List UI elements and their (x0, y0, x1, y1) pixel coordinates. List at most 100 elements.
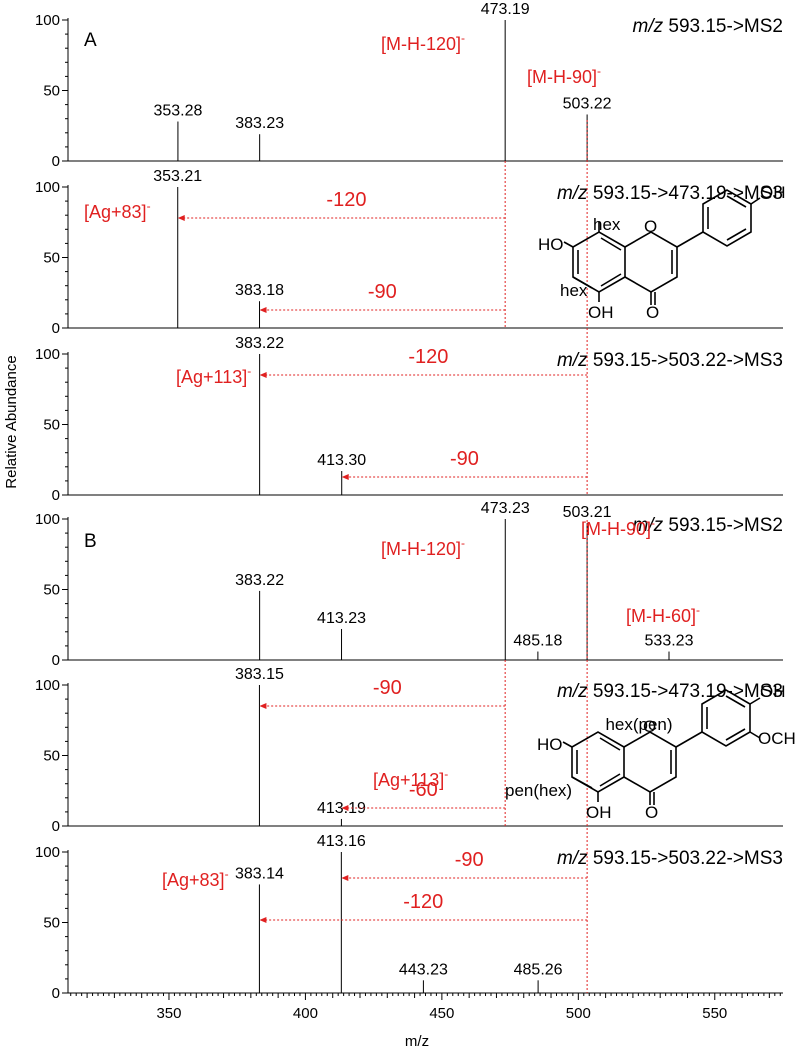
x-tick-label: 400 (293, 1005, 318, 1022)
x-tick-label: 350 (156, 1005, 181, 1022)
scan-title: m/z 593.15->503.22->MS3 (557, 350, 783, 371)
struct-b-labels: hex(pen) OH HO OCH3 pen(hex) OH O O (505, 682, 795, 822)
peak-label: 383.23 (235, 115, 284, 132)
x-axis-title: m/z (405, 1033, 429, 1050)
loss-label: -120 (403, 891, 443, 913)
peak-label: 503.22 (563, 95, 612, 112)
peak-label: 383.18 (235, 282, 284, 299)
struct-a-label-ho: HO (538, 235, 564, 254)
scan-title: m/z 593.15->473.19->MS3 (557, 183, 783, 204)
y-tick-label: 0 (52, 985, 60, 1002)
y-tick-label: 50 (43, 417, 60, 434)
spectrum-panel-4: 0 50 100 383.22 413.23 473.23 485.18 503.21 533.… (35, 500, 783, 669)
loss-arrow-head (341, 875, 349, 881)
y-tick-label: 50 (43, 582, 60, 599)
peak-label: 485.26 (514, 961, 563, 978)
peak-label: 473.23 (481, 500, 530, 517)
y-tick-label: 0 (52, 818, 60, 835)
loss-label: -90 (368, 281, 397, 303)
y-tick-label: 50 (43, 250, 60, 267)
peak-label: 383.22 (235, 335, 284, 352)
struct-a-label-oh-b: OH (760, 183, 786, 202)
ion-label-m-h-90-a: [M-H-90]- (527, 64, 601, 87)
ion-label-ag-113-b: [Ag+113]- (373, 767, 448, 790)
panel-letter-a: A (84, 30, 97, 51)
ion-label-m-h-120-b: [M-H-120]- (381, 536, 465, 559)
spectra-group: 0 50 100 353.28 383.23 473.19 503.22 m/z 593.15… (35, 1, 783, 1002)
ion-label-m-h-90-b: [M-H-90]- (581, 516, 655, 539)
scan-title: m/z 593.15->503.22->MS3 (557, 848, 783, 869)
struct-b-label-och: OCH3 (758, 729, 795, 753)
y-tick-label: 0 (52, 153, 60, 170)
ion-label-ag-83-b: [Ag+83]- (162, 867, 229, 890)
peak-label: 485.18 (513, 633, 562, 650)
y-tick-label: 100 (35, 179, 60, 196)
struct-b-label-o-keto: O (645, 803, 658, 822)
y-tick-label: 0 (52, 320, 60, 337)
loss-label: -120 (326, 189, 366, 211)
struct-b-ring-a (571, 731, 625, 793)
spectrum-panel-2: 0 50 100 353.21 383.18 -120 -90 m/z 593.15->473… (35, 168, 783, 337)
struct-b-label-oh-b: OH (760, 682, 786, 701)
struct-b-label-hex-pen: hex(pen) (605, 715, 672, 734)
spectrum-panel-3: 0 50 100 383.22 413.30 -120 -90 m/z 593.15->503… (35, 335, 783, 504)
y-tick-label: 100 (35, 12, 60, 29)
ion-label-m-h-60-b: [M-H-60]- (626, 603, 700, 626)
struct-a-label-o-keto: O (646, 303, 659, 322)
struct-a-label-o-ring: O (644, 217, 657, 236)
y-tick-label: 50 (43, 83, 60, 100)
panel-letter-b: B (84, 531, 97, 552)
x-tick-label: 550 (702, 1005, 727, 1022)
peak-label: 473.19 (481, 1, 530, 18)
struct-b-label-o-ring: O (643, 717, 656, 736)
loss-arrow-head (341, 805, 349, 811)
spectrum-panel-1: 0 50 100 353.28 383.23 473.19 503.22 m/z 593.15… (35, 1, 783, 170)
loss-label: -90 (450, 448, 479, 470)
loss-arrow-head (341, 474, 349, 480)
loss-arrow-head (259, 372, 267, 378)
peak-label: 413.16 (317, 833, 366, 850)
ion-label-m-h-120-a: [M-H-120]- (381, 31, 465, 54)
x-tick-label: 500 (566, 1005, 591, 1022)
peak-label: 353.21 (153, 168, 202, 185)
struct-a-label-hex-top: hex (593, 215, 621, 234)
y-tick-label: 100 (35, 844, 60, 861)
y-tick-label: 100 (35, 346, 60, 363)
loss-arrow-head (259, 917, 267, 923)
struct-b-label-pen-hex: pen(hex) (505, 781, 572, 800)
peak-label: 353.28 (153, 103, 202, 120)
struct-a-label-hex-left: hex (560, 281, 588, 300)
loss-label: -60 (409, 779, 438, 801)
y-tick-label: 50 (43, 915, 60, 932)
y-tick-label: 0 (52, 487, 60, 504)
peak-label: 503.21 (563, 504, 612, 521)
loss-label: -120 (408, 346, 448, 368)
peak-label: 533.23 (645, 633, 694, 650)
loss-arrow-head (259, 307, 267, 313)
y-axis-title: Relative Abundance (3, 355, 20, 488)
peak-label: 383.14 (235, 865, 284, 882)
loss-label: -90 (373, 677, 402, 699)
spectrum-panel-6: 0 50 100 383.14 413.16 443.23 485.26 -90 -120 m/z… (35, 833, 783, 1002)
spectrum-panel-5: 0 50 100 383.15 413.19 -90 -60 m/z 593.15->473.… (35, 666, 783, 835)
struct-a-label-oh-bottom: OH (588, 303, 614, 322)
scan-title: m/z 593.15->MS2 (633, 515, 784, 536)
struct-a-labels: hex HO OH hex OH O O (538, 183, 786, 322)
ion-annotations: [M-H-120]- [M-H-90]- [Ag+83]- [Ag+113]- … (84, 31, 700, 890)
flavone-structure-b (562, 689, 761, 805)
struct-a-ring-c (624, 231, 678, 293)
scan-title: m/z 593.15->473.19->MS3 (557, 681, 783, 702)
x-axis: 350 400 450 500 550 (70, 993, 781, 1022)
struct-b-label-oh-bottom: OH (586, 803, 612, 822)
peak-label: 413.23 (317, 610, 366, 627)
peak-label: 383.15 (235, 666, 284, 683)
ion-label-ag-83-a: [Ag+83]- (84, 199, 151, 222)
flavone-structure-a (563, 189, 761, 305)
struct-b-ring-c (623, 731, 677, 793)
x-tick-label: 450 (429, 1005, 454, 1022)
y-tick-label: 100 (35, 677, 60, 694)
y-tick-label: 100 (35, 511, 60, 528)
peak-label: 383.22 (235, 572, 284, 589)
struct-b-label-ho: HO (537, 735, 563, 754)
peak-label: 413.19 (317, 800, 366, 817)
